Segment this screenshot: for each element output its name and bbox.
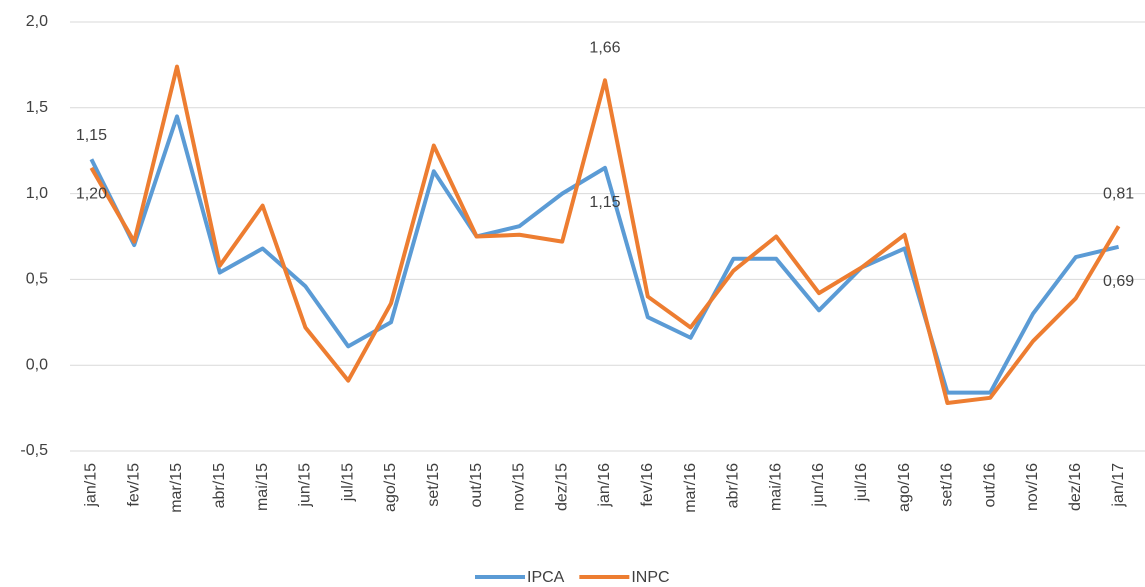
x-tick-label: mar/15 xyxy=(168,463,185,513)
x-tick-label: jun/15 xyxy=(297,463,314,508)
data-label: 1,15 xyxy=(76,127,107,144)
x-tick-label: fev/15 xyxy=(125,463,142,507)
x-tick-label: ago/15 xyxy=(382,463,399,512)
legend-label: INPC xyxy=(631,569,669,586)
x-tick-label: nov/16 xyxy=(1024,463,1041,511)
y-tick-label: 1,0 xyxy=(26,185,48,202)
data-label: 0,81 xyxy=(1103,185,1134,202)
x-tick-label: jul/15 xyxy=(339,463,356,502)
x-tick-label: jul/16 xyxy=(853,463,870,502)
data-label: 0,69 xyxy=(1103,273,1134,290)
y-tick-label: 1,5 xyxy=(26,99,48,116)
x-tick-label: ago/16 xyxy=(896,463,913,512)
y-tick-label: -0,5 xyxy=(20,442,48,459)
x-tick-label: set/16 xyxy=(939,463,956,507)
x-tick-label: jan/16 xyxy=(596,463,613,508)
y-tick-label: 0,5 xyxy=(26,271,48,288)
x-tick-label: out/15 xyxy=(468,463,485,508)
x-tick-label: mai/16 xyxy=(767,463,784,511)
legend-label: IPCA xyxy=(527,569,565,586)
x-tick-label: abr/15 xyxy=(211,463,228,508)
data-label: 1,20 xyxy=(76,185,107,202)
x-tick-label: out/16 xyxy=(981,463,998,508)
x-tick-label: set/15 xyxy=(425,463,442,507)
x-tick-label: dez/15 xyxy=(553,463,570,511)
x-tick-label: fev/16 xyxy=(639,463,656,507)
x-tick-label: abr/16 xyxy=(725,463,742,508)
x-tick-label: jan/17 xyxy=(1110,463,1127,508)
y-tick-label: 2,0 xyxy=(26,13,48,30)
series-line xyxy=(89,114,1120,395)
x-tick-label: jan/15 xyxy=(83,463,100,508)
series-line xyxy=(89,64,1121,405)
x-tick-label: mai/15 xyxy=(254,463,271,511)
y-tick-label: 0,0 xyxy=(26,356,48,373)
x-tick-label: jun/16 xyxy=(810,463,827,508)
data-label: 1,66 xyxy=(589,40,620,57)
x-tick-label: dez/16 xyxy=(1067,463,1084,511)
x-tick-label: nov/15 xyxy=(511,463,528,511)
x-tick-label: mar/16 xyxy=(682,463,699,513)
data-label: 1,15 xyxy=(589,194,620,211)
